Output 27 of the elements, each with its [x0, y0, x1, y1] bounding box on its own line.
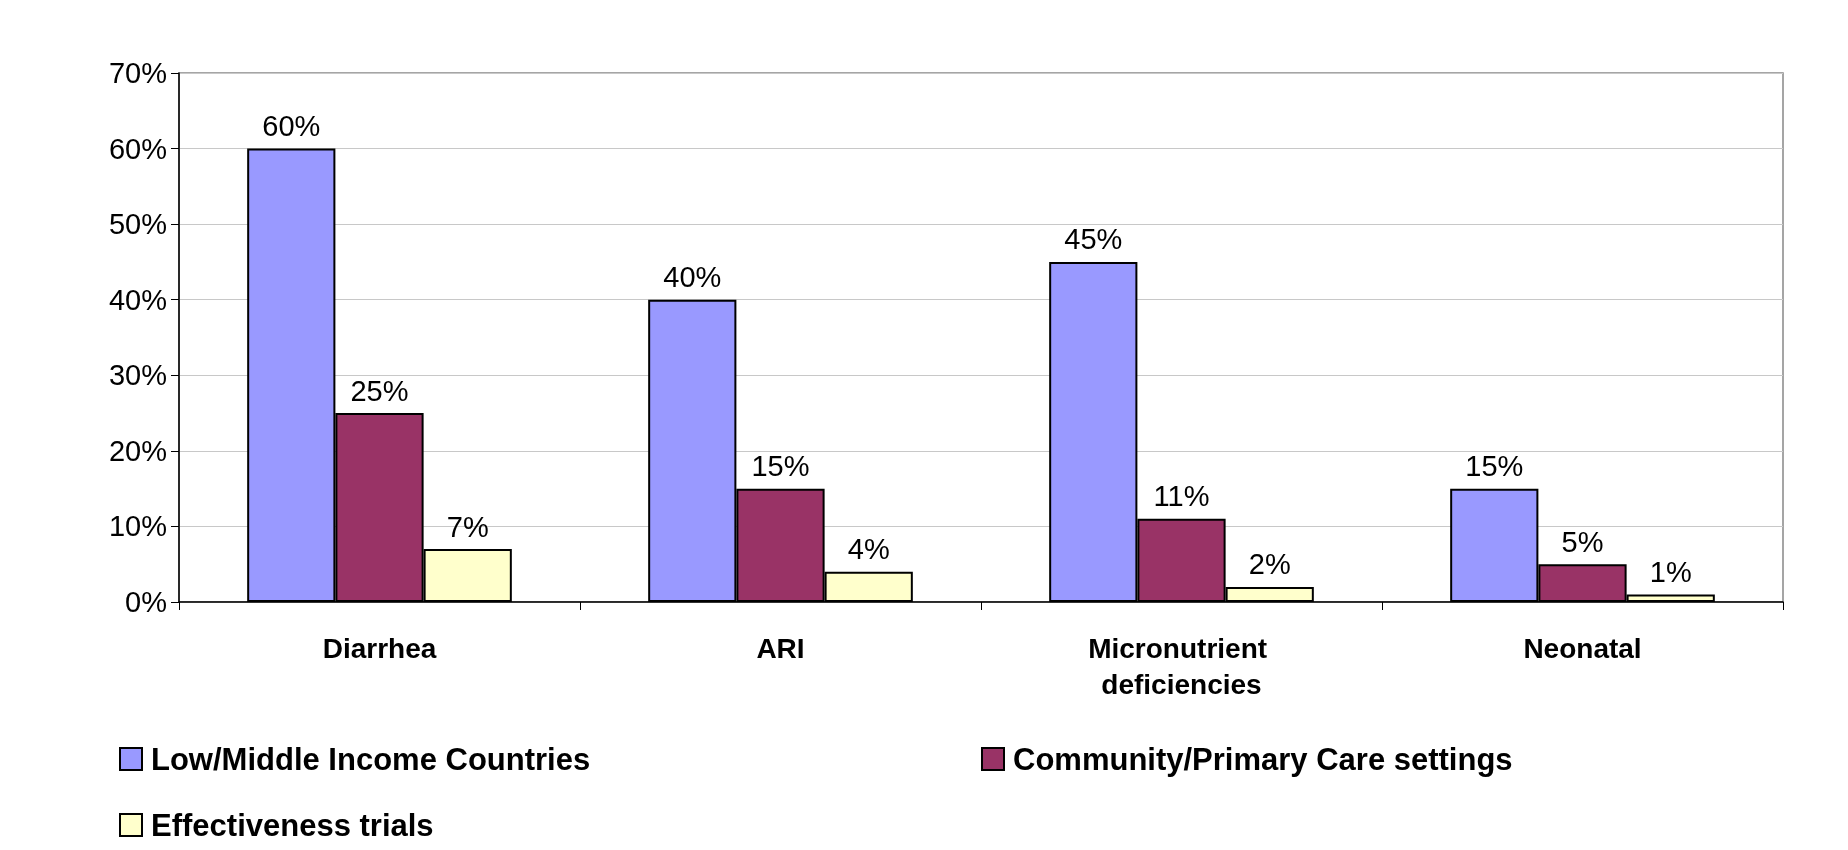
x-tick-label: Diarrhea: [322, 632, 437, 664]
legend-label: Community/Primary Care settings: [1013, 741, 1513, 777]
x-tick-label: Neonatal: [1523, 632, 1642, 664]
legend-label: Low/Middle Income Countries: [151, 741, 591, 777]
data-label: 2%: [1248, 548, 1291, 581]
data-label: 7%: [446, 510, 489, 543]
y-tick-label: 50%: [108, 208, 167, 241]
data-label: 15%: [1465, 450, 1524, 483]
legend-label: Effectiveness trials: [151, 807, 434, 843]
data-label: 60%: [262, 110, 321, 143]
data-label: 45%: [1064, 223, 1123, 256]
data-label: 40%: [663, 261, 722, 294]
y-tick-label: 70%: [108, 57, 167, 89]
data-label: 1%: [1649, 555, 1692, 588]
x-tick-label: Micronutrient deficiencies: [1088, 632, 1275, 700]
y-tick-label: 0%: [125, 586, 167, 618]
y-tick-label: 40%: [108, 283, 167, 316]
y-tick-label: 20%: [108, 434, 167, 467]
y-tick-label: 10%: [108, 510, 167, 543]
y-tick-label: 60%: [108, 132, 167, 165]
data-label: 25%: [350, 374, 409, 407]
data-label: 5%: [1561, 525, 1604, 558]
y-tick-label: 30%: [108, 359, 167, 392]
data-label: 15%: [751, 450, 810, 483]
x-tick-label: ARI: [756, 632, 805, 664]
data-label: 11%: [1153, 480, 1210, 513]
data-label: 4%: [847, 533, 890, 566]
